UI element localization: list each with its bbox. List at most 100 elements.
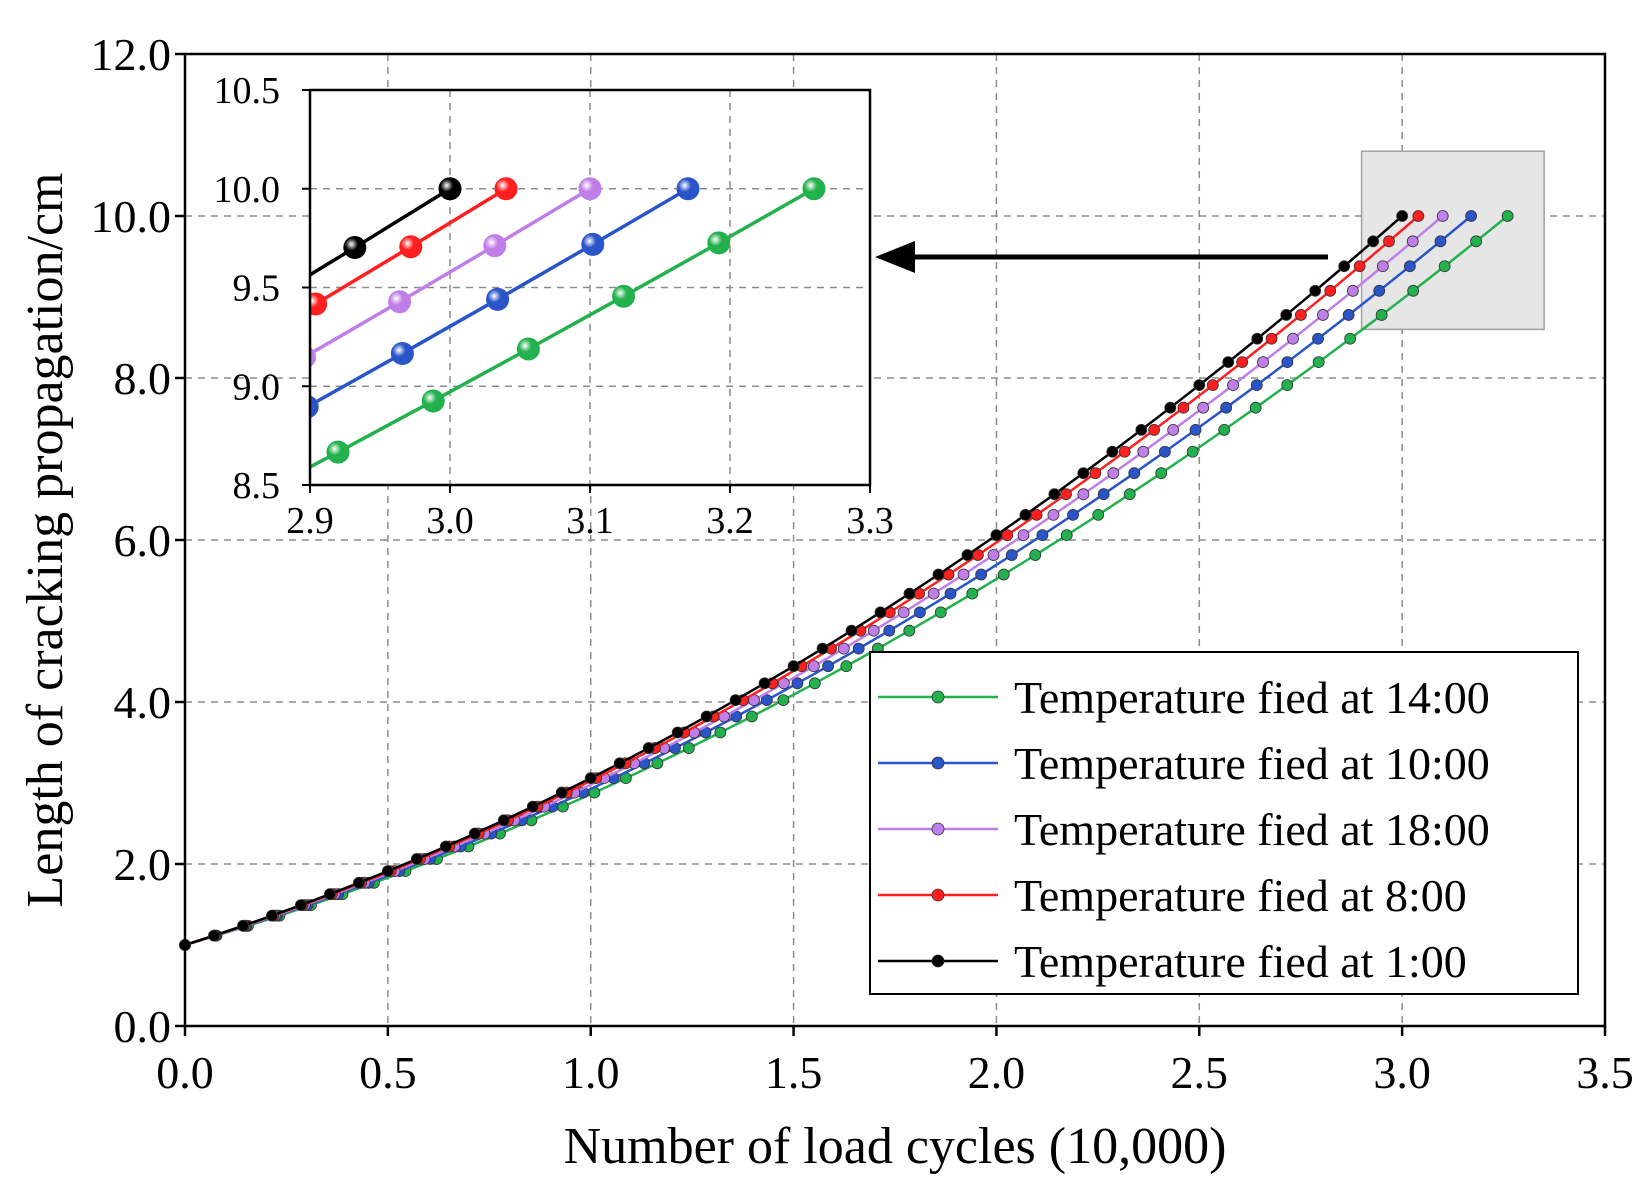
legend-marker-3 [931,888,945,902]
inset-series-group [310,177,826,470]
series-point-0 [682,742,695,754]
x-tick-label: 0.5 [359,1047,417,1098]
series-point-3 [1412,210,1425,222]
series-point-0 [1029,549,1042,561]
y-tick-label: 0.0 [114,1001,172,1052]
series-point-1 [791,677,804,690]
series-point-0 [1312,356,1325,368]
series-point-0 [1501,210,1514,222]
series-point-0 [1218,424,1231,436]
y-axis-label: Length of cracking propagation/cm [17,173,74,908]
series-point-2 [1436,210,1449,222]
series-point-3 [1206,379,1219,391]
series-point-3 [1236,356,1249,368]
series-point-3 [1118,445,1131,458]
series-point-2 [1346,284,1359,297]
x-tick-label: 3.5 [1576,1047,1634,1098]
series-point-4 [1106,445,1119,458]
series-point-4 [1193,379,1206,391]
series-point-4 [1367,235,1380,248]
series-point-0 [714,726,727,739]
series-point-0 [1186,445,1199,458]
legend-label-0: Temperature fied at 14:00 [1014,672,1490,723]
inset-series-point-1 [486,287,510,311]
series-point-4 [903,587,916,600]
series-point-2 [1317,309,1329,321]
series-point-1 [1312,332,1324,345]
series-point-0 [1249,401,1262,414]
inset-series-point-1 [676,177,700,201]
series-point-2 [1167,424,1180,436]
series-point-2 [807,660,820,673]
series-point-2 [1197,401,1210,414]
series-point-0 [1438,260,1451,273]
inset-x-tick-label: 3.2 [706,500,754,542]
inset-series-point-1 [390,341,414,365]
series-point-4 [932,568,945,581]
series-point-4 [1396,210,1409,222]
series-point-1 [1158,445,1171,458]
series-point-4 [526,800,539,813]
series-point-4 [1280,309,1293,321]
x-tick-label: 0.0 [156,1047,214,1098]
series-point-0 [1344,332,1357,345]
inset-series-point-1 [581,232,605,256]
series-point-3 [1089,467,1102,480]
series-point-2 [1017,529,1030,542]
series-point-4 [497,814,510,827]
inset-series-point-2 [388,290,412,314]
series-point-4 [961,549,974,561]
inset-series-point-0 [516,337,540,361]
series-point-2 [1077,488,1090,501]
series-point-2 [1257,356,1269,368]
series-point-1 [944,587,957,600]
y-tick-label: 12.0 [91,29,172,80]
series-point-1 [1250,379,1263,391]
series-point-4 [295,899,307,911]
zoom-arrow-head [875,241,915,273]
series-point-3 [1383,235,1395,248]
legend-label-4: Temperature fied at 1:00 [1014,936,1467,987]
legend-box [869,651,1579,995]
series-point-3 [1148,424,1160,436]
series-point-4 [1048,488,1061,501]
x-tick-label: 1.0 [562,1047,620,1098]
inset-x-tick-label: 2.9 [286,500,334,542]
series-point-1 [1434,235,1447,248]
series-point-0 [1060,529,1073,542]
series-point-4 [266,909,278,922]
legend: Temperature fied at 14:00 Temperature fie… [869,651,1579,995]
series-point-4 [613,757,626,770]
series-point-2 [987,549,1000,561]
series-point-0 [840,660,853,673]
series-point-1 [1128,467,1141,480]
series-point-4 [555,786,568,799]
series-point-4 [1222,356,1235,368]
inset-series-point-2 [578,177,602,201]
series-point-2 [1406,235,1419,248]
series-point-2 [957,568,970,581]
series-point-0 [1470,235,1483,248]
series-point-4 [816,642,829,655]
series-point-2 [867,624,880,637]
inset-y-tick-label: 9.5 [233,268,281,310]
legend-marker-1 [931,756,945,770]
series-point-1 [852,642,865,655]
inset-series-point-2 [310,347,316,368]
series-point-4 [700,710,713,723]
main-series-group [179,210,1514,951]
legend-label-2: Temperature fied at 18:00 [1014,804,1490,855]
inset-series-point-4 [438,177,462,201]
series-point-4 [584,772,597,785]
series-point-0 [997,568,1010,581]
y-tick-label: 4.0 [114,677,172,728]
y-tick-label: 10.0 [91,191,172,242]
series-point-4 [1309,284,1322,297]
series-point-1 [975,568,988,581]
inset-series-point-1 [310,395,319,418]
series-point-2 [897,606,910,619]
series-point-0 [1407,284,1420,297]
series-point-0 [777,694,790,706]
series-point-2 [1137,445,1150,458]
series-point-4 [874,606,887,619]
